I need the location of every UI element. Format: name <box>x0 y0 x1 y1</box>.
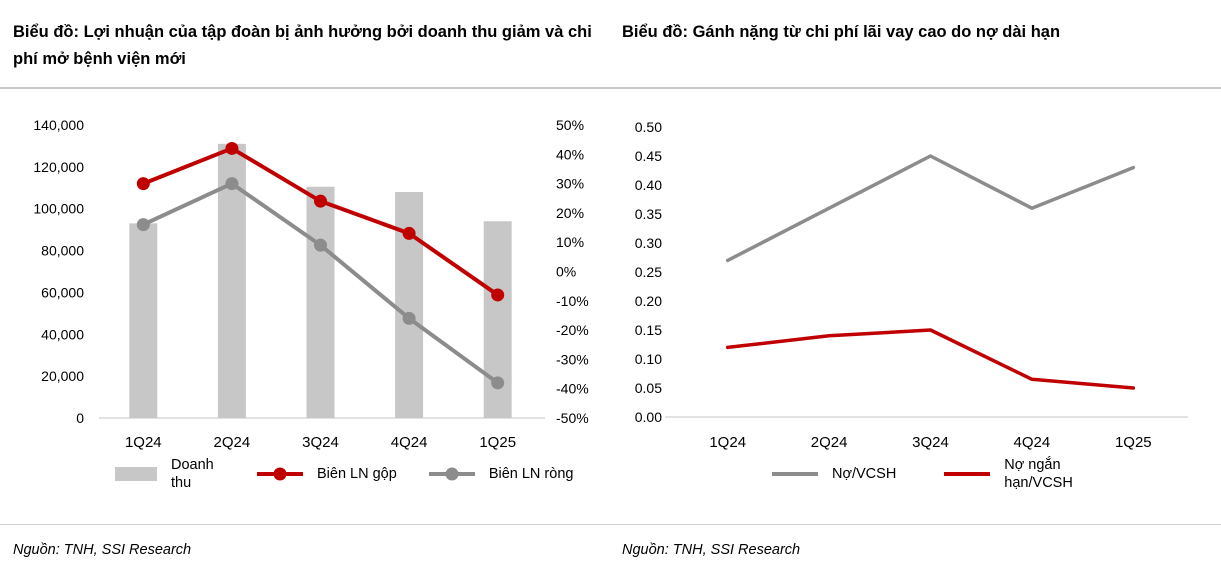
left-axis-tick-labels: 140,000 120,000 100,000 80,000 60,000 40,000 2… <box>33 117 84 426</box>
svg-text:10%: 10% <box>556 234 584 250</box>
svg-text:0.20: 0.20 <box>635 293 662 309</box>
svg-text:-50%: -50% <box>556 410 589 426</box>
svg-text:0.00: 0.00 <box>635 409 662 425</box>
svg-text:0.10: 0.10 <box>635 351 662 367</box>
svg-text:2Q24: 2Q24 <box>811 434 848 450</box>
gray-line-swatch <box>772 472 818 476</box>
svg-text:0.45: 0.45 <box>635 148 662 164</box>
svg-text:40%: 40% <box>556 146 584 162</box>
svg-text:3Q24: 3Q24 <box>302 434 339 450</box>
legend-item-doanh-thu: Doanh thu <box>115 456 225 492</box>
svg-text:-10%: -10% <box>556 293 589 309</box>
svg-text:40,000: 40,000 <box>41 326 84 342</box>
right-axis-tick-labels: 50% 40% 30% 20% 10% 0% -10% -20% -30% -40% -50% <box>556 117 589 426</box>
svg-text:80,000: 80,000 <box>41 243 84 259</box>
left-chart-legend: Doanh thu Biên LN gộp Biên LN ròng <box>115 456 573 492</box>
legend-label: Nợ ngắn hạn/VCSH <box>1004 457 1073 491</box>
footer-divider <box>0 524 1221 525</box>
red-line-marker-swatch <box>257 472 303 476</box>
no-vcsh-line <box>725 154 1136 263</box>
gross-margin-line <box>136 141 505 302</box>
svg-text:0.50: 0.50 <box>635 119 662 135</box>
svg-text:-20%: -20% <box>556 322 589 338</box>
svg-text:1Q24: 1Q24 <box>709 434 746 450</box>
revenue-bar <box>306 186 335 418</box>
svg-text:3Q24: 3Q24 <box>912 434 949 450</box>
data-point <box>491 288 505 302</box>
left-chart-title: Biểu đồ: Lợi nhuận của tập đoàn bị ảnh h… <box>13 23 592 68</box>
left-chart-plot: 140,000 120,000 100,000 80,000 60,000 40,000 2… <box>33 117 589 450</box>
svg-text:0.35: 0.35 <box>635 206 662 222</box>
right-chart-title: Biểu đồ: Gánh nặng từ chi phí lãi vay ca… <box>622 23 1061 41</box>
net-margin-line <box>136 177 505 390</box>
data-point <box>314 238 327 252</box>
left-chart-source: Nguồn: TNH, SSI Research <box>13 542 192 558</box>
svg-text:120,000: 120,000 <box>33 159 84 175</box>
bar-swatch <box>115 467 157 481</box>
svg-text:0: 0 <box>76 410 84 426</box>
right-chart-plot: 0.50 0.45 0.40 0.35 0.30 0.25 0.20 0.15 0.10 0.05… <box>635 119 1188 450</box>
svg-text:1Q24: 1Q24 <box>125 434 162 450</box>
svg-text:20%: 20% <box>556 205 584 221</box>
svg-text:-40%: -40% <box>556 381 589 397</box>
data-point <box>225 177 239 191</box>
svg-text:1Q25: 1Q25 <box>1115 434 1152 450</box>
data-point <box>402 226 416 240</box>
svg-text:60,000: 60,000 <box>41 284 84 300</box>
legend-label: Biên LN gộp <box>317 466 397 482</box>
svg-text:2Q24: 2Q24 <box>214 434 251 450</box>
svg-text:30%: 30% <box>556 176 584 192</box>
svg-text:0%: 0% <box>556 264 576 280</box>
legend-item-bien-ln-rong: Biên LN ròng <box>428 465 574 483</box>
legend-label: Nợ/VCSH <box>832 466 897 482</box>
gray-line-marker-swatch <box>428 472 475 476</box>
data-point <box>136 218 150 232</box>
svg-text:0.05: 0.05 <box>635 380 662 396</box>
legend-item-bien-ln-gop: Biên LN gộp <box>257 465 397 483</box>
legend-item-no-vcsh: Nợ/VCSH <box>772 465 896 483</box>
header-divider <box>0 87 1221 89</box>
svg-text:1Q25: 1Q25 <box>479 434 516 450</box>
no-ngan-han-vcsh-line <box>725 328 1136 390</box>
svg-text:0.30: 0.30 <box>635 235 662 251</box>
revenue-bar <box>395 191 424 418</box>
svg-text:4Q24: 4Q24 <box>391 434 428 450</box>
svg-text:0.25: 0.25 <box>635 264 662 280</box>
x-axis-category-labels: 1Q24 2Q24 3Q24 4Q24 1Q25 <box>125 434 516 450</box>
svg-text:0.15: 0.15 <box>635 322 662 338</box>
revenue-bars <box>129 143 512 419</box>
data-point <box>225 141 239 155</box>
revenue-bar <box>129 223 158 418</box>
svg-text:0.40: 0.40 <box>635 177 662 193</box>
red-line-swatch <box>944 472 991 476</box>
svg-text:140,000: 140,000 <box>33 117 84 133</box>
y-axis-tick-labels: 0.50 0.45 0.40 0.35 0.30 0.25 0.20 0.15 0.10 0.05… <box>635 119 662 425</box>
legend-label: Biên LN ròng <box>488 466 574 482</box>
svg-text:4Q24: 4Q24 <box>1014 434 1051 450</box>
svg-text:20,000: 20,000 <box>41 368 84 384</box>
right-chart-legend: Nợ/VCSH Nợ ngắn hạn/VCSH <box>772 456 1082 492</box>
legend-label: Doanh thu <box>171 457 214 491</box>
data-point <box>402 311 416 325</box>
svg-text:-30%: -30% <box>556 351 589 367</box>
data-point <box>314 194 327 208</box>
svg-text:50%: 50% <box>556 117 584 133</box>
right-chart-source: Nguồn: TNH, SSI Research <box>622 542 801 558</box>
data-point <box>491 376 505 390</box>
legend-item-no-ngan-han-vcsh: Nợ ngắn hạn/VCSH <box>944 456 1082 492</box>
svg-text:100,000: 100,000 <box>33 201 84 217</box>
data-point <box>136 177 150 191</box>
x-axis-category-labels: 1Q24 2Q24 3Q24 4Q24 1Q25 <box>709 434 1151 450</box>
